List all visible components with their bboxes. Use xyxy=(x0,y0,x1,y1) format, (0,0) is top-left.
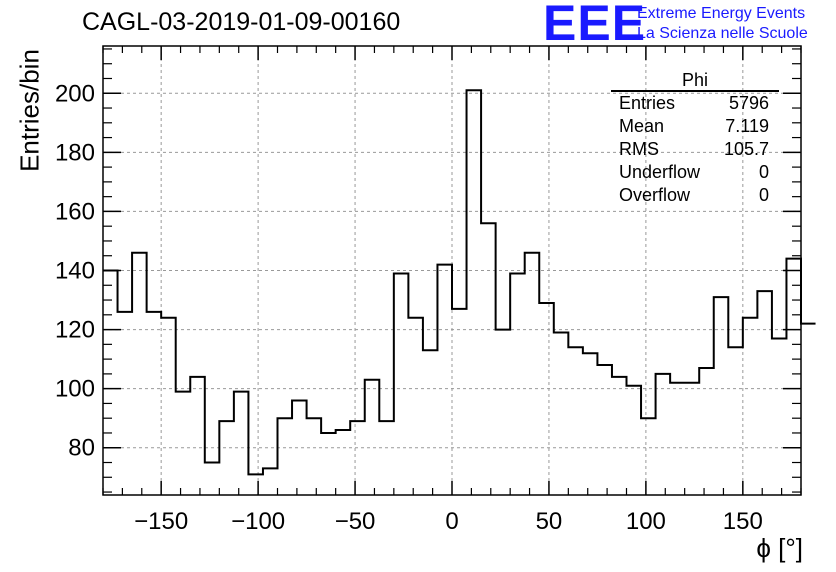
logo-line-2: La Scienza nelle Scuole xyxy=(637,25,808,42)
stats-label: Mean xyxy=(619,116,665,136)
stats-value: 105.7 xyxy=(723,139,769,159)
stats-row: RMS 105.7 xyxy=(611,138,779,161)
y-tick-label: 100 xyxy=(55,376,95,403)
y-tick-label: 160 xyxy=(55,198,95,225)
x-tick-label: 50 xyxy=(536,508,563,535)
stats-row: Overflow 0 xyxy=(611,184,779,207)
x-tick-label: −50 xyxy=(335,508,376,535)
stats-value: 0 xyxy=(758,185,769,205)
x-tick-label: 150 xyxy=(723,508,763,535)
stats-value: 7.119 xyxy=(725,116,769,136)
axis-ticks xyxy=(102,46,802,495)
eee-logo: EEE xyxy=(543,0,647,51)
stats-row: Mean 7.119 xyxy=(611,115,779,138)
chart-title: CAGL-03-2019-01-09-00160 xyxy=(82,8,401,36)
x-tick-label: 100 xyxy=(626,508,666,535)
y-tick-label: 180 xyxy=(55,139,95,166)
y-tick-label: 120 xyxy=(55,317,95,344)
x-axis-title: ϕ [°] xyxy=(756,533,803,563)
histogram-series xyxy=(103,89,816,476)
y-tick-label: 140 xyxy=(55,258,95,285)
y-tick-label: 80 xyxy=(68,435,95,462)
stats-row: Underflow 0 xyxy=(611,161,779,184)
stats-label: Entries xyxy=(619,93,676,113)
stats-label: RMS xyxy=(619,139,659,159)
stats-label: Underflow xyxy=(619,162,701,182)
y-tick-label: 200 xyxy=(55,80,95,107)
y-axis-title: Entries/bin xyxy=(14,49,45,172)
stats-value: 5796 xyxy=(728,93,769,113)
stats-value: 0 xyxy=(758,162,769,182)
logo-line-1: Extreme Energy Events xyxy=(637,5,806,22)
stats-box: Phi Entries 5796 Mean 7.119 RMS 105.7 Un… xyxy=(611,70,779,207)
stats-row: Entries 5796 xyxy=(611,92,779,115)
x-tick-label: 0 xyxy=(445,508,458,535)
x-tick-label: −150 xyxy=(134,508,188,535)
tick-labels: −150 −100 −50 0 50 100 150 80 100 120 140 160 180 200 xyxy=(55,80,763,535)
stats-label: Overflow xyxy=(619,185,691,205)
stats-name: Phi xyxy=(611,70,779,92)
x-tick-label: −100 xyxy=(231,508,285,535)
